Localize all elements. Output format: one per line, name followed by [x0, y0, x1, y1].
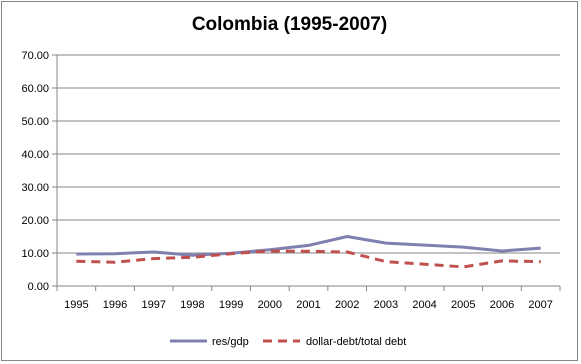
- y-tick-label: 50.00: [21, 116, 49, 128]
- x-tick-label: 1995: [64, 299, 88, 311]
- y-tick-label: 20.00: [21, 215, 49, 227]
- x-tick-label: 2004: [412, 299, 436, 311]
- y-tick-label: 70.00: [21, 50, 49, 62]
- legend-label: dollar-debt/total debt: [306, 336, 406, 348]
- x-tick-label: 1997: [141, 299, 165, 311]
- x-tick-label: 1996: [103, 299, 127, 311]
- x-tick-label: 2006: [490, 299, 514, 311]
- x-tick-label: 2001: [296, 299, 320, 311]
- y-tick-label: 40.00: [21, 149, 49, 161]
- x-tick-label: 2002: [335, 299, 359, 311]
- legend-label: res/gdp: [212, 336, 249, 348]
- y-tick-label: 30.00: [21, 182, 49, 194]
- chart-title: Colombia (1995-2007): [191, 14, 388, 35]
- series-line: [76, 249, 541, 269]
- y-tick-label: 10.00: [21, 248, 49, 260]
- x-tick-label: 1999: [219, 299, 243, 311]
- x-tick-label: 2007: [528, 299, 552, 311]
- y-tick-label: 0.00: [28, 281, 49, 293]
- series-line: [76, 235, 541, 257]
- x-tick-label: 2005: [451, 299, 475, 311]
- x-tick-label: 1998: [180, 299, 204, 311]
- x-tick-label: 2003: [374, 299, 398, 311]
- x-tick-label: 2000: [258, 299, 282, 311]
- y-tick-label: 60.00: [21, 83, 49, 95]
